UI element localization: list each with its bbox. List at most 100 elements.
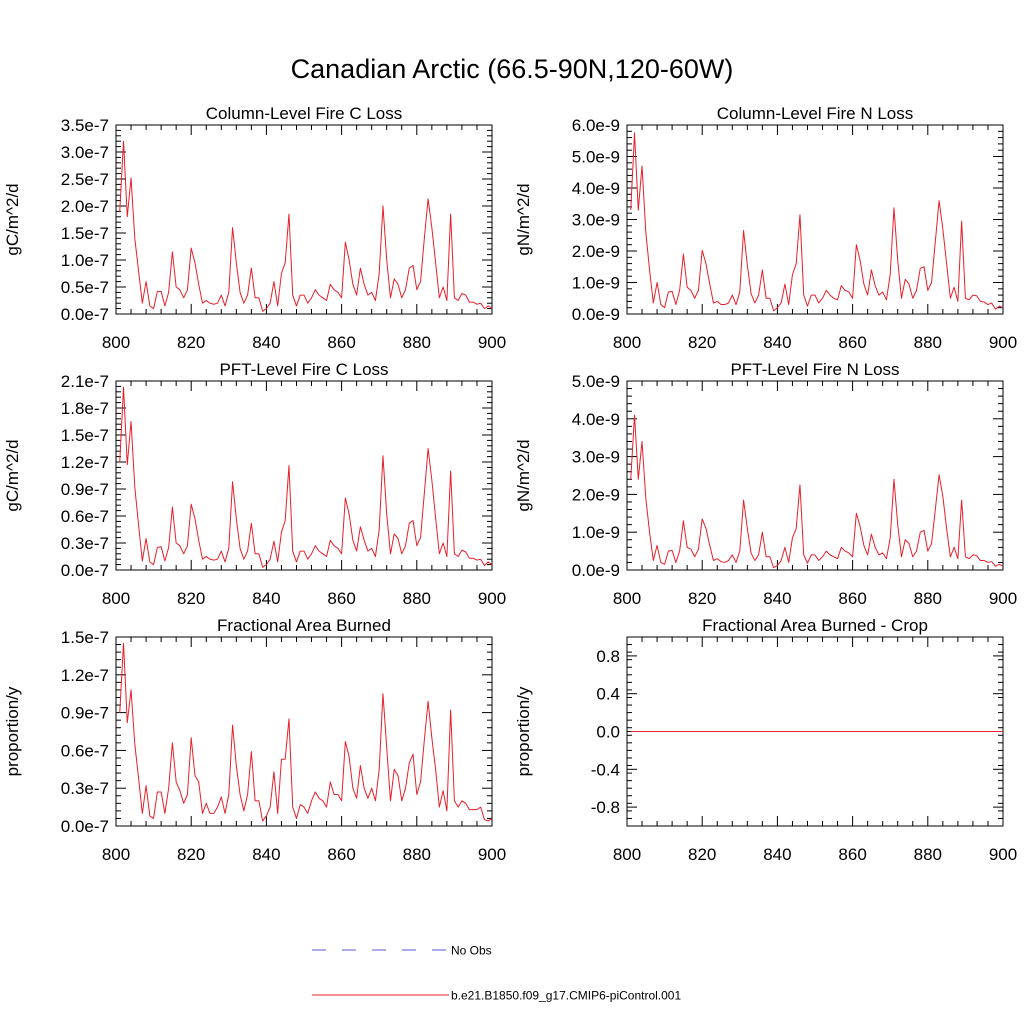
y-tick-label: 6.0e-9 [572, 116, 620, 135]
x-tick-label: 840 [252, 333, 280, 352]
y-axis-label: gC/m^2/d [3, 439, 22, 511]
y-tick-label: 1.5e-7 [61, 426, 109, 445]
x-tick-label: 800 [102, 333, 130, 352]
y-tick-label: 5.0e-9 [572, 372, 620, 391]
y-tick-label: 1.2e-7 [61, 666, 109, 685]
y-tick-label: 3.0e-7 [61, 143, 109, 162]
y-tick-label: -0.4 [591, 760, 620, 779]
figure-title: Canadian Arctic (66.5-90N,120-60W) [291, 54, 734, 84]
plot-frame [115, 636, 493, 827]
y-tick-label: 4.0e-9 [572, 410, 620, 429]
y-tick-label: 0.6e-7 [61, 741, 109, 760]
x-tick-label: 860 [327, 845, 355, 864]
legend-label-no-obs: No Obs [451, 944, 492, 958]
y-tick-label: 0.3e-7 [61, 779, 109, 798]
y-tick-label: 3.5e-7 [61, 116, 109, 135]
x-tick-label: 800 [102, 845, 130, 864]
y-tick-label: 0.0e-7 [61, 817, 109, 836]
plot-frame [626, 124, 1004, 315]
y-tick-label: 2.0e-9 [572, 485, 620, 504]
x-tick-label: 820 [688, 845, 716, 864]
y-tick-label: 2.0e-9 [572, 242, 620, 261]
x-tick-label: 800 [613, 845, 641, 864]
series-line-0 [630, 414, 1004, 569]
panel-title: Column-Level Fire N Loss [717, 104, 914, 123]
y-tick-label: 1.5e-7 [61, 628, 109, 647]
y-tick-label: 1.2e-7 [61, 453, 109, 472]
y-tick-label: 0.9e-7 [61, 480, 109, 499]
panel-pft-level-fire-c-loss: PFT-Level Fire C Loss gC/m^2/d 800 820 840 86… [3, 360, 506, 608]
x-tick-label: 900 [989, 589, 1017, 608]
panel-pft-level-fire-n-loss: PFT-Level Fire N Loss gN/m^2/d 800 820 840 86… [514, 360, 1017, 608]
x-tick-label: 840 [252, 589, 280, 608]
x-tick-label: 860 [327, 333, 355, 352]
y-tick-label: 0.4 [596, 685, 620, 704]
y-tick-label: 0.8 [596, 647, 620, 666]
x-tick-label: 820 [177, 589, 205, 608]
y-tick-label: 5.0e-9 [572, 148, 620, 167]
x-tick-label: 820 [177, 333, 205, 352]
y-tick-label: 1.0e-9 [572, 523, 620, 542]
x-tick-label: 900 [478, 589, 506, 608]
x-tick-label: 860 [838, 333, 866, 352]
y-tick-label: 0.0e-7 [61, 561, 109, 580]
y-tick-label: 2.0e-7 [61, 197, 109, 216]
y-tick-label: 0.5e-7 [61, 278, 109, 297]
y-tick-label: 3.0e-9 [572, 211, 620, 230]
x-tick-label: 860 [838, 589, 866, 608]
x-tick-label: 860 [327, 589, 355, 608]
y-tick-label: 0.6e-7 [61, 507, 109, 526]
y-tick-label: 2.1e-7 [61, 372, 109, 391]
y-axis-label: gN/m^2/d [514, 439, 533, 511]
legend-label-model: b.e21.B1850.f09_g17.CMIP6-piControl.001 [451, 989, 681, 1003]
x-tick-label: 800 [613, 589, 641, 608]
panel-column-level-fire-c-loss: Column-Level Fire C Loss gC/m^2/d 800 820 84… [3, 104, 506, 352]
y-tick-label: 0.0e-9 [572, 561, 620, 580]
panel-title: Fractional Area Burned [217, 616, 391, 635]
x-tick-label: 860 [838, 845, 866, 864]
y-axis-label: gC/m^2/d [3, 183, 22, 255]
series-line-0 [119, 140, 493, 312]
y-tick-label: -0.8 [591, 798, 620, 817]
x-tick-label: 880 [403, 333, 431, 352]
x-tick-label: 900 [478, 333, 506, 352]
panel-fractional-area-burned: Fractional Area Burned proportion/y 800 820… [3, 616, 506, 864]
x-tick-label: 880 [403, 845, 431, 864]
y-axis-label: proportion/y [514, 686, 533, 776]
y-axis-label: gN/m^2/d [514, 183, 533, 255]
y-tick-label: 1.8e-7 [61, 399, 109, 418]
x-tick-label: 900 [989, 333, 1017, 352]
plot-frame [115, 380, 493, 571]
y-tick-label: 0.0 [596, 723, 620, 742]
x-tick-label: 800 [613, 333, 641, 352]
x-tick-label: 820 [688, 589, 716, 608]
x-tick-label: 880 [403, 589, 431, 608]
x-tick-label: 880 [914, 589, 942, 608]
series-line-0 [119, 642, 493, 822]
x-tick-label: 840 [763, 845, 791, 864]
x-tick-label: 820 [177, 845, 205, 864]
panel-title: PFT-Level Fire N Loss [730, 360, 899, 379]
x-tick-label: 900 [989, 845, 1017, 864]
plot-frame [626, 380, 1004, 571]
panel-column-level-fire-n-loss: Column-Level Fire N Loss gN/m^2/d 800 820 84… [514, 104, 1017, 352]
x-tick-label: 840 [252, 845, 280, 864]
y-axis-label: proportion/y [3, 686, 22, 776]
y-tick-label: 0.0e-7 [61, 305, 109, 324]
x-tick-label: 880 [914, 333, 942, 352]
panel-title: Fractional Area Burned - Crop [702, 616, 928, 635]
panel-fractional-area-burned-crop: Fractional Area Burned - Crop proportion/… [514, 616, 1017, 864]
x-tick-label: 840 [763, 333, 791, 352]
x-tick-label: 820 [688, 333, 716, 352]
y-tick-label: 1.0e-7 [61, 251, 109, 270]
y-tick-label: 1.0e-9 [572, 274, 620, 293]
x-tick-label: 900 [478, 845, 506, 864]
series-line-0 [119, 386, 493, 568]
panel-title: PFT-Level Fire C Loss [219, 360, 388, 379]
y-tick-label: 4.0e-9 [572, 179, 620, 198]
legend: No Obs b.e21.B1850.f09_g17.CMIP6-piContr… [312, 944, 681, 1003]
y-tick-label: 3.0e-9 [572, 448, 620, 467]
y-tick-label: 1.5e-7 [61, 224, 109, 243]
